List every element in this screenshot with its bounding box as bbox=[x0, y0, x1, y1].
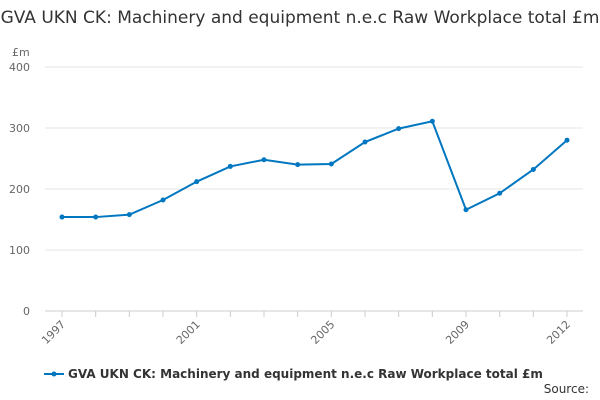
x-tick-label: 1997 bbox=[39, 318, 68, 347]
y-axis-label: £m bbox=[12, 46, 30, 59]
data-point bbox=[497, 190, 503, 196]
y-tick-label: 400 bbox=[9, 61, 30, 74]
data-point bbox=[564, 137, 570, 143]
y-tick-label: 300 bbox=[9, 122, 30, 135]
data-point bbox=[227, 163, 233, 169]
source-label: Source: bbox=[543, 382, 589, 396]
data-point bbox=[93, 214, 99, 220]
y-tick-label: 100 bbox=[9, 244, 30, 257]
x-tick-label: 2001 bbox=[174, 318, 203, 347]
y-tick-label: 0 bbox=[23, 305, 30, 318]
legend-line-icon bbox=[44, 371, 64, 377]
data-point bbox=[126, 212, 132, 218]
data-point bbox=[530, 166, 536, 172]
legend-label: GVA UKN CK: Machinery and equipment n.e.… bbox=[68, 367, 543, 381]
data-point bbox=[160, 197, 166, 203]
data-point bbox=[463, 207, 469, 213]
data-point bbox=[429, 118, 435, 124]
chart-title: GVA UKN CK: Machinery and equipment n.e.… bbox=[0, 8, 600, 28]
x-tick-label: 2009 bbox=[443, 318, 472, 347]
data-point bbox=[194, 179, 200, 185]
data-point bbox=[396, 126, 402, 132]
y-tick-label: 200 bbox=[9, 183, 30, 196]
data-point bbox=[362, 139, 368, 145]
data-point bbox=[295, 162, 301, 168]
data-point bbox=[328, 161, 334, 167]
data-point bbox=[59, 214, 65, 220]
x-tick-label: 2005 bbox=[308, 318, 337, 347]
legend: GVA UKN CK: Machinery and equipment n.e.… bbox=[44, 367, 543, 381]
series-line bbox=[62, 120, 568, 219]
data-point bbox=[261, 157, 267, 163]
x-tick-label: 2012 bbox=[544, 318, 573, 347]
